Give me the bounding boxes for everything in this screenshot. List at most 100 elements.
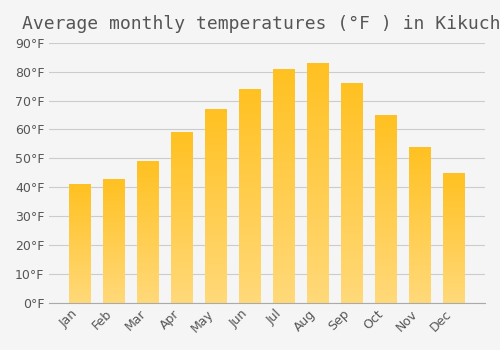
Bar bbox=[239, 160, 261, 164]
Bar bbox=[171, 288, 193, 291]
Bar bbox=[273, 244, 295, 248]
Bar bbox=[239, 235, 261, 239]
Bar bbox=[205, 264, 227, 267]
Bar bbox=[307, 243, 329, 247]
Bar bbox=[103, 224, 126, 226]
Bar bbox=[239, 224, 261, 228]
Bar bbox=[409, 269, 431, 272]
Bar bbox=[205, 293, 227, 296]
Bar bbox=[341, 244, 363, 248]
Bar bbox=[239, 175, 261, 178]
Bar bbox=[375, 131, 397, 134]
Bar bbox=[273, 162, 295, 166]
Bar bbox=[307, 191, 329, 195]
Bar bbox=[103, 282, 126, 284]
Bar bbox=[375, 281, 397, 284]
Bar bbox=[239, 217, 261, 221]
Bar bbox=[171, 152, 193, 155]
Bar bbox=[171, 155, 193, 158]
Bar bbox=[137, 270, 159, 272]
Bar bbox=[409, 248, 431, 251]
Bar bbox=[307, 215, 329, 219]
Bar bbox=[409, 219, 431, 222]
Bar bbox=[69, 198, 92, 200]
Bar bbox=[137, 194, 159, 197]
Bar bbox=[341, 230, 363, 233]
Bar bbox=[341, 226, 363, 230]
Bar bbox=[375, 240, 397, 243]
Bar bbox=[341, 284, 363, 288]
Bar bbox=[307, 263, 329, 267]
Bar bbox=[307, 187, 329, 191]
Bar bbox=[307, 139, 329, 143]
Bar bbox=[137, 166, 159, 168]
Bar bbox=[443, 266, 465, 268]
Bar bbox=[341, 277, 363, 281]
Bar bbox=[69, 247, 92, 250]
Bar bbox=[137, 211, 159, 213]
Bar bbox=[273, 232, 295, 236]
Bar bbox=[137, 237, 159, 239]
Bar bbox=[103, 218, 126, 220]
Bar bbox=[273, 100, 295, 104]
Bar bbox=[137, 288, 159, 291]
Bar bbox=[409, 230, 431, 232]
Bar bbox=[273, 69, 295, 73]
Bar bbox=[69, 194, 92, 196]
Bar bbox=[205, 161, 227, 164]
Bar bbox=[341, 255, 363, 259]
Bar bbox=[239, 118, 261, 121]
Bar bbox=[273, 139, 295, 143]
Bar bbox=[307, 123, 329, 127]
Bar bbox=[273, 205, 295, 209]
Bar bbox=[307, 211, 329, 215]
Bar bbox=[171, 266, 193, 268]
Bar bbox=[103, 292, 126, 294]
Bar bbox=[137, 298, 159, 300]
Bar bbox=[273, 252, 295, 256]
Bar bbox=[171, 280, 193, 283]
Bar bbox=[409, 162, 431, 165]
Bar bbox=[171, 203, 193, 206]
Bar bbox=[409, 300, 431, 303]
Bar bbox=[307, 111, 329, 115]
Bar bbox=[103, 208, 126, 210]
Bar bbox=[409, 209, 431, 212]
Bar bbox=[103, 185, 126, 187]
Bar bbox=[205, 193, 227, 196]
Bar bbox=[69, 251, 92, 253]
Bar bbox=[409, 149, 431, 152]
Bar bbox=[205, 180, 227, 183]
Bar bbox=[341, 131, 363, 134]
Bar bbox=[205, 148, 227, 151]
Bar bbox=[273, 174, 295, 178]
Bar bbox=[307, 83, 329, 87]
Bar bbox=[239, 146, 261, 149]
Bar bbox=[273, 209, 295, 213]
Bar bbox=[239, 192, 261, 196]
Bar bbox=[409, 238, 431, 240]
Bar bbox=[307, 279, 329, 283]
Bar bbox=[239, 281, 261, 285]
Bar bbox=[307, 223, 329, 227]
Bar bbox=[205, 296, 227, 300]
Bar bbox=[239, 121, 261, 125]
Bar bbox=[137, 199, 159, 201]
Bar bbox=[137, 218, 159, 220]
Bar bbox=[171, 147, 193, 149]
Bar bbox=[103, 214, 126, 216]
Bar bbox=[375, 156, 397, 159]
Bar bbox=[69, 230, 92, 232]
Bar bbox=[443, 259, 465, 261]
Bar bbox=[409, 266, 431, 269]
Bar bbox=[69, 218, 92, 220]
Bar bbox=[205, 271, 227, 274]
Bar bbox=[409, 279, 431, 282]
Bar bbox=[409, 155, 431, 157]
Bar bbox=[103, 237, 126, 239]
Bar bbox=[341, 113, 363, 116]
Bar bbox=[171, 272, 193, 274]
Bar bbox=[443, 298, 465, 301]
Bar bbox=[69, 196, 92, 198]
Bar bbox=[341, 142, 363, 146]
